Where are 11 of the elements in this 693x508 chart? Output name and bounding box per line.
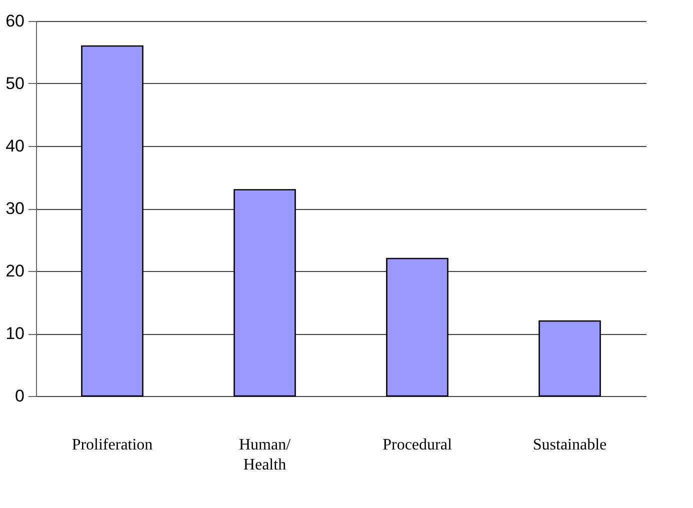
y-tick-label: 50 bbox=[6, 74, 24, 93]
x-tick-label: Procedural bbox=[382, 436, 452, 454]
y-tick-label: 20 bbox=[6, 262, 24, 280]
y-tick-label: 0 bbox=[15, 386, 24, 406]
y-tick-label: 60 bbox=[6, 12, 24, 30]
x-tick-label: Proliferation bbox=[72, 436, 153, 454]
x-tick-label: Sustainable bbox=[532, 436, 607, 454]
x-tick-label: Human/ Health bbox=[238, 436, 292, 474]
y-tick-label: 10 bbox=[6, 324, 24, 343]
y-tick-label: 30 bbox=[6, 199, 24, 218]
y-tick-label: 40 bbox=[6, 136, 24, 156]
